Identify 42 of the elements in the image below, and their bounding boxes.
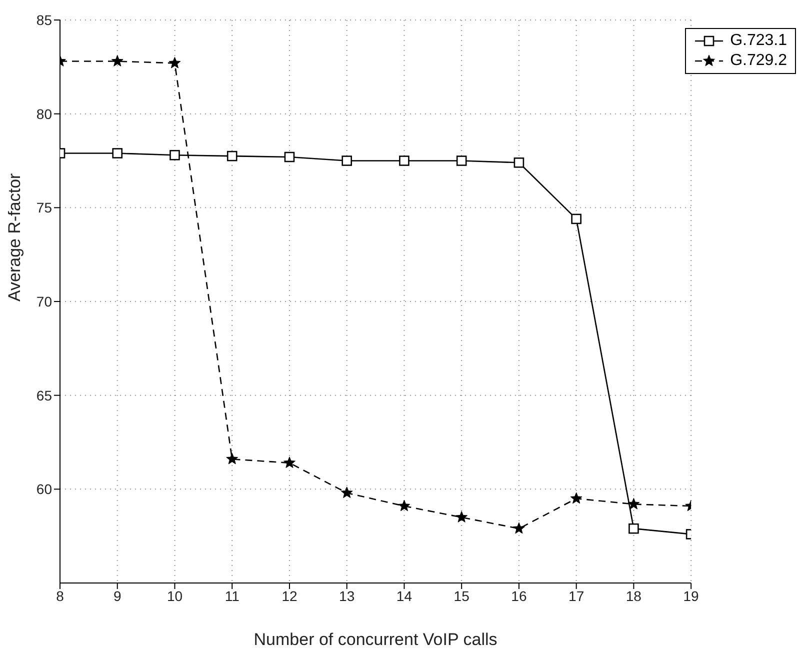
- x-tick-label: 17: [568, 588, 584, 604]
- point: [112, 148, 123, 158]
- legend-label: G.723.1: [730, 31, 787, 51]
- x-tick-label: 12: [282, 588, 298, 604]
- x-tick-label: 15: [454, 588, 470, 604]
- point: [168, 56, 181, 68]
- x-tick-label: 18: [626, 588, 642, 604]
- x-axis-title: Number of concurrent VoIP calls: [254, 630, 498, 649]
- y-tick-label: 80: [36, 106, 52, 122]
- y-tick-label: 70: [36, 293, 52, 310]
- legend-label: G.729.2: [730, 51, 787, 71]
- x-tick-label: 8: [56, 588, 64, 604]
- x-tick-label: 11: [224, 588, 240, 604]
- x-tick-label: 13: [339, 588, 355, 604]
- x-tick-label: 19: [683, 588, 700, 604]
- x-tick-label: 16: [511, 588, 527, 604]
- point: [570, 492, 582, 504]
- point: [398, 500, 410, 512]
- point: [226, 150, 238, 162]
- point: [628, 498, 640, 510]
- x-tick-label: 9: [113, 588, 122, 604]
- point: [456, 511, 468, 522]
- point: [226, 452, 238, 464]
- y-tick-label: 85: [36, 12, 52, 28]
- point: [456, 156, 467, 166]
- y-axis-title: Average R-factor: [5, 172, 24, 302]
- y-tick-label: 75: [36, 200, 52, 216]
- x-tick-label: 14: [396, 588, 412, 604]
- x-tick-label: 10: [166, 588, 183, 604]
- point: [571, 214, 582, 224]
- point: [628, 523, 639, 534]
- point: [284, 152, 295, 162]
- point: [340, 486, 353, 498]
- point: [399, 156, 410, 166]
- point: [111, 55, 124, 66]
- y-tick-label: 60: [36, 481, 52, 498]
- y-tick-label: 65: [36, 387, 52, 404]
- point: [284, 456, 296, 468]
- point: [513, 522, 525, 534]
- point: [170, 150, 180, 160]
- point: [514, 157, 524, 168]
- point: [342, 156, 352, 166]
